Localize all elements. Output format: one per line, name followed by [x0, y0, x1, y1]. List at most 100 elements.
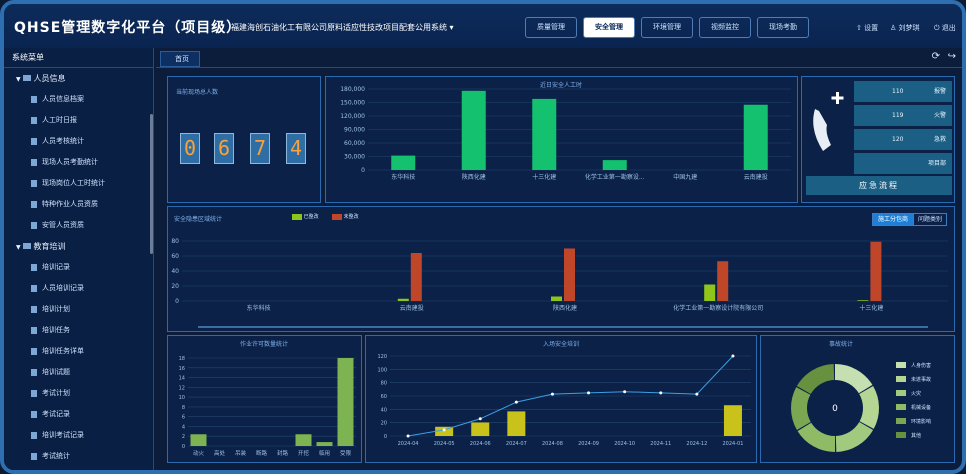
tab-home[interactable]: 首页	[160, 51, 200, 67]
x-tick-label: 2024-09	[578, 441, 599, 447]
emergency-row[interactable]: 110 报警	[854, 81, 952, 102]
user-link[interactable]: ♙ 刘梦琪	[890, 24, 920, 32]
line-point	[406, 434, 410, 438]
manhours-panel: 近日安全人工时 0 30,000 60,000 90,000 120,000 150,000…	[325, 76, 798, 203]
project-selector[interactable]: 福建海创石油化工有限公司原料适应性技改项目配套公用系统 ▾	[231, 23, 454, 32]
sidebar-menu: ▼ 人员信息 人员信息档案 人工时日报 人员考核统计 现场人员考勤统计 现场岗位人工时统计…	[4, 68, 153, 467]
bar	[551, 296, 562, 301]
sidebar-item[interactable]: 安管人员资质	[4, 215, 153, 236]
share-icon[interactable]: ↪	[947, 51, 956, 62]
emergency-row[interactable]: 项目部	[854, 153, 952, 174]
training-panel: 入场安全培训 0 20 40 60 80 100 120 2024-04 2024-05 2024-…	[365, 335, 757, 463]
y-tick-label: 80	[381, 381, 387, 387]
y-tick-label: 0	[361, 167, 365, 174]
sidebar-item[interactable]: 现场人员考勤统计	[4, 152, 153, 173]
sidebar-item[interactable]: 考试记录	[4, 404, 153, 425]
nav-safety[interactable]: 安全管理	[583, 17, 635, 38]
sidebar-item[interactable]: 现场岗位人工时统计	[4, 173, 153, 194]
emergency-process-button[interactable]: 应急流程	[806, 176, 952, 195]
hazard-panel: 安全隐患区域统计 已整改 未整改 施工分包商 问题类别 0 20 40 60 80 东华科…	[167, 206, 955, 332]
legend-unrectified: 未整改	[332, 213, 359, 220]
accident-panel: 事故统计 0 人身伤害 未遂事故 火灾 机械设备 环境影响 其他	[760, 335, 955, 463]
sidebar-item[interactable]: 培训试题	[4, 362, 153, 383]
x-tick-label: 2024-04	[398, 441, 419, 447]
line-point	[550, 392, 554, 396]
legend-swatch	[896, 432, 906, 438]
sidebar-item[interactable]: 人工时日报	[4, 110, 153, 131]
tab-bar: 首页 ⟳ ↪	[156, 48, 962, 68]
chevron-down-icon: ▼	[16, 76, 23, 83]
y-tick-label: 90,000	[344, 127, 365, 134]
bar	[723, 405, 742, 436]
logout-link[interactable]: ⏻ 退出	[934, 24, 956, 32]
legend-swatch	[896, 418, 906, 424]
refresh-icon[interactable]: ⟳	[931, 51, 940, 62]
bar	[602, 160, 627, 170]
sidebar-item[interactable]: 考试统计	[4, 446, 153, 467]
sidebar-item[interactable]: 人员信息档案	[4, 89, 153, 110]
sidebar-item[interactable]: 特种作业人员资质	[4, 194, 153, 215]
x-tick-label: 吊装	[235, 449, 247, 457]
jobs-chart: 作业许可数量统计 0 2 4 6 8 10 12 14 16 18 动火 高处 吊装 断路 封路 开挖 临用 受限	[179, 340, 356, 457]
donut-slice	[835, 364, 873, 394]
sidebar-scrollbar[interactable]	[150, 114, 153, 254]
nav-quality[interactable]: 质量管理	[525, 17, 577, 38]
settings-link[interactable]: ⇧ 设置	[856, 24, 879, 32]
x-tick-label: 化学工业第一勘察设...	[585, 173, 645, 181]
sidebar-item[interactable]: 培训任务详单	[4, 341, 153, 362]
x-tick-label: 中国九建	[673, 173, 697, 181]
legend-label: 人身伤害	[911, 362, 931, 369]
x-tick-label: 断路	[256, 449, 268, 457]
app-title: QHSE管理数字化平台（项目级）	[14, 20, 242, 36]
emergency-row[interactable]: 120 急救	[854, 129, 952, 150]
legend-label: 机械设备	[911, 404, 931, 411]
y-tick-label: 18	[179, 356, 185, 362]
sidebar-item[interactable]: 考试计划	[4, 383, 153, 404]
nav-video[interactable]: 视频监控	[699, 17, 751, 38]
x-tick-label: 2024-05	[434, 441, 455, 447]
y-tick-label: 20	[381, 421, 387, 427]
line-point	[442, 428, 446, 432]
sidebar-item[interactable]: 培训计划	[4, 299, 153, 320]
chevron-down-icon: ▼	[16, 244, 23, 251]
bar	[507, 411, 526, 436]
toggle-subcontractor[interactable]: 施工分包商	[872, 213, 914, 226]
sidebar-group[interactable]: ▼ 教育培训	[4, 236, 153, 257]
nav-attendance[interactable]: 现场考勤	[757, 17, 809, 38]
bar	[564, 248, 575, 301]
emergency-panel: 110 报警 119 火警 120 急救 项目部 应急流程	[801, 76, 955, 203]
jobs-title: 作业许可数量统计	[240, 340, 288, 348]
x-tick-label: 临用	[319, 449, 330, 457]
sidebar-item[interactable]: 人员培训记录	[4, 278, 153, 299]
sidebar-item[interactable]: 人员考核统计	[4, 131, 153, 152]
y-tick-label: 8	[182, 405, 185, 411]
training-chart: 入场安全培训 0 20 40 60 80 100 120 2024-04 2024-05 2024-…	[377, 340, 751, 447]
toggle-category[interactable]: 问题类别	[913, 213, 947, 226]
emergency-row[interactable]: 119 火警	[854, 105, 952, 126]
donut-slice	[791, 387, 811, 430]
sidebar-title: 系统菜单	[4, 48, 153, 68]
y-tick-label: 180,000	[340, 86, 365, 93]
x-tick-label: 十三化建	[532, 173, 556, 181]
x-tick-label: 2024-06	[470, 441, 491, 447]
legend-label: 环境影响	[911, 418, 931, 425]
sidebar-item[interactable]: 培训记录	[4, 257, 153, 278]
sidebar-item[interactable]: 培训任务	[4, 320, 153, 341]
nav-environment[interactable]: 环境管理	[641, 17, 693, 38]
donut-slice	[859, 386, 879, 429]
onsite-panel: 当前现场总人数 0 6 7 4	[167, 76, 321, 203]
project-name: 福建海创石油化工有限公司原料适应性技改项目配套公用系统	[231, 23, 447, 32]
x-tick-label: 2024-11	[650, 441, 671, 447]
y-tick-label: 60	[381, 394, 387, 400]
bar	[743, 104, 768, 170]
line-point	[731, 354, 735, 358]
digit: 6	[214, 133, 234, 164]
sidebar-group[interactable]: ▼ 人员信息	[4, 68, 153, 89]
x-tick-label: 陕西化建	[462, 173, 486, 181]
bar	[435, 426, 454, 436]
x-tick-label: 受限	[340, 449, 352, 457]
x-tick-label: 东华科技	[247, 304, 271, 312]
sidebar-item[interactable]: 培训考试记录	[4, 425, 153, 446]
x-tick-label: 2024-07	[506, 441, 527, 447]
